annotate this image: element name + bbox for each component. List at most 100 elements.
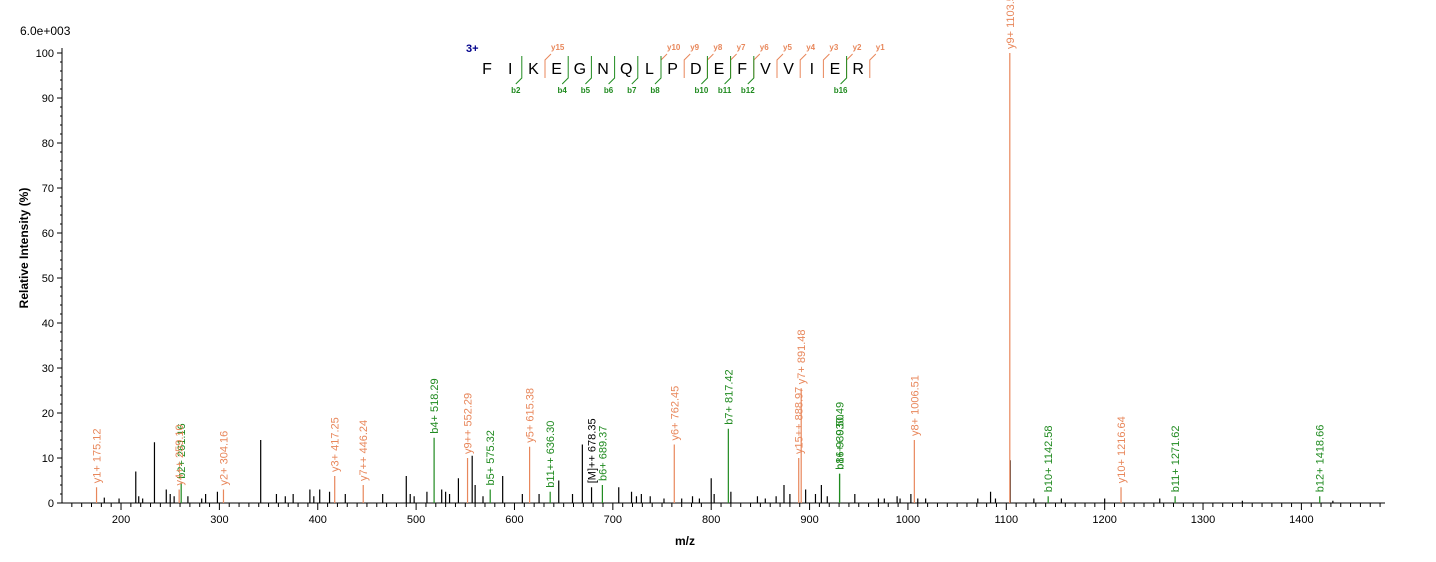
y-ion-tag: y7: [737, 43, 746, 52]
intensity-scale-label: 6.0e+003: [20, 24, 71, 38]
y-ion-bracket: [776, 53, 784, 78]
x-tick-label: 200: [112, 514, 130, 526]
y-ion-tag: y4: [806, 43, 815, 52]
sequence-residue: E: [551, 61, 562, 78]
b-ion-bracket: [631, 56, 639, 85]
b-ion-bracket: [724, 56, 732, 85]
y-ion-bracket: [799, 53, 807, 78]
peak-label: b10+ 1142.58: [1043, 425, 1055, 492]
b-ion-bracket: [747, 56, 755, 85]
peak-label: b2+ 261.16: [176, 423, 188, 478]
peak-label: y4++ 259.10: [174, 424, 186, 485]
peak-label: y9++ 552.29: [463, 393, 475, 454]
sequence-residue: Q: [620, 61, 632, 78]
y-ion-bracket: [683, 53, 691, 78]
b-ion-bracket: [585, 56, 592, 85]
peak-label: y2+ 304.16: [218, 431, 230, 486]
sequence-residue: F: [737, 61, 747, 78]
y-ion-bracket: [706, 53, 714, 78]
peak-label: y7++ 446.24: [358, 420, 370, 481]
sequence-residue: L: [645, 61, 654, 78]
peak-label: y5+ 615.38: [525, 388, 537, 443]
y-tick-label: 40: [42, 318, 54, 330]
y-ion-tag: y6: [760, 43, 769, 52]
peak-bars: [95, 53, 1334, 503]
b-ion-tag: b6: [604, 86, 614, 95]
y-tick-label: 90: [42, 93, 54, 105]
y-ion-bracket: [869, 53, 877, 78]
sequence-residue: N: [597, 61, 609, 78]
x-tick-label: 1300: [1191, 514, 1215, 526]
y-axis-ticks: 0 10 20 30 40 50 60 70 80 90 100: [36, 48, 62, 510]
y-tick-label: 10: [42, 453, 54, 465]
sequence-residue: E: [830, 61, 841, 78]
x-tick-label: 1200: [1092, 514, 1116, 526]
sequence-residue: G: [574, 61, 586, 78]
y-tick-label: 50: [42, 273, 54, 285]
sequence-residue: R: [852, 61, 864, 78]
x-tick-label: 800: [702, 514, 720, 526]
x-tick-label: 1000: [896, 514, 920, 526]
x-tick-label: 1100: [994, 514, 1018, 526]
y-ion-bracket: [822, 53, 830, 78]
y-tick-label: 70: [42, 183, 54, 195]
x-tick-label: 300: [210, 514, 228, 526]
y-tick-label: 30: [42, 363, 54, 375]
b-ion-tag: b2: [511, 86, 521, 95]
y-ion-tag: y2: [853, 43, 862, 52]
b-ion-bracket: [701, 56, 708, 85]
peak-label: b4+ 518.29: [429, 378, 441, 433]
peak-label: [M]++ 678.35: [587, 418, 599, 483]
peak-label: b11+ 1271.62: [1170, 425, 1182, 492]
b-ion-tag: b8: [650, 86, 660, 95]
sequence-residue: V: [783, 61, 794, 78]
peak-label: b6+ 689.37: [597, 426, 609, 481]
x-axis-title: m/z: [675, 534, 695, 548]
charge-state-label: 3+: [466, 43, 479, 55]
x-tick-label: 600: [505, 514, 523, 526]
y-ion-tag: y5: [783, 43, 792, 52]
y-tick-label: 100: [36, 48, 54, 60]
sequence-residue: F: [482, 61, 492, 78]
y-ion-tag: y10: [667, 43, 681, 52]
x-tick-label: 900: [800, 514, 818, 526]
peak-label: b7+ 817.42: [723, 369, 735, 424]
x-tick-label: 1400: [1289, 514, 1313, 526]
peak-label: y3+ 417.25: [330, 417, 342, 472]
y-ion-bracket: [660, 53, 668, 78]
y-tick-label: 20: [42, 408, 54, 420]
x-axis-ticks: 200 300 400 500 600 700 800 900 1000 1100 1200 1300…: [71, 503, 1381, 526]
b-ion-bracket: [561, 56, 569, 85]
b-ion-tag: b11: [718, 86, 732, 95]
y-tick-label: 0: [48, 498, 54, 510]
x-tick-label: 700: [604, 514, 622, 526]
sequence-residue: P: [667, 61, 678, 78]
y-ion-bracket: [753, 53, 761, 78]
x-tick-label: 500: [407, 514, 425, 526]
sequence-residue: D: [690, 61, 702, 78]
b-ion-tag: b16: [834, 86, 848, 95]
peak-label: b8+ 930.50: [835, 414, 847, 469]
y-ion-tag: y9: [690, 43, 699, 52]
peak-label: b5+ 575.32: [485, 430, 497, 485]
x-tick-label: 400: [309, 514, 327, 526]
peak-label: y15++ 888.97: [794, 387, 806, 454]
y-ion-tag: y8: [713, 43, 722, 52]
peak-label: y6+ 762.45: [669, 386, 681, 441]
b-ion-tag: b12: [741, 86, 755, 95]
y-tick-label: 80: [42, 138, 54, 150]
peak-label: y7+ 891.48: [796, 330, 808, 385]
sequence-residue: V: [760, 61, 771, 78]
sequence-residue: K: [528, 61, 539, 78]
b-ion-tag: b4: [558, 86, 568, 95]
b-ion-bracket: [840, 56, 848, 85]
sequence-residue: I: [508, 61, 512, 78]
peak-label: b11++ 636.30: [545, 421, 557, 488]
sequence-residue: E: [714, 61, 725, 78]
y-tick-label: 60: [42, 228, 54, 240]
b-ion-bracket: [608, 56, 616, 85]
peak-label: b16++ 930.49: [835, 402, 847, 470]
b-ion-bracket: [654, 56, 662, 85]
